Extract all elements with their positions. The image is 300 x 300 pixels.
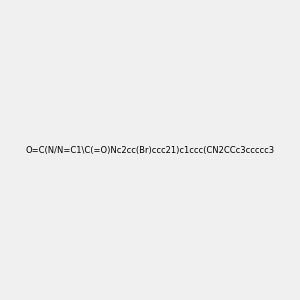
Text: O=C(N/N=C1\C(=O)Nc2cc(Br)ccc21)c1ccc(CN2CCc3ccccc3: O=C(N/N=C1\C(=O)Nc2cc(Br)ccc21)c1ccc(CN2… [26, 146, 275, 154]
